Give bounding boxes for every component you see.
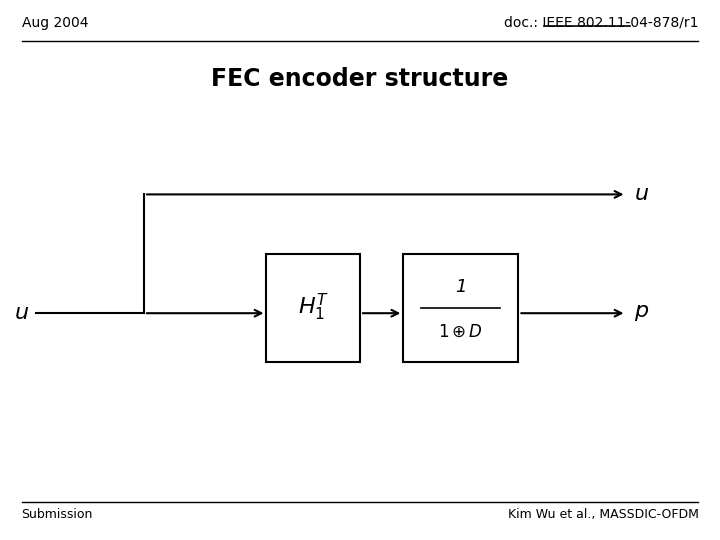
Text: $p$: $p$ <box>634 303 649 323</box>
Text: $H_1^T$: $H_1^T$ <box>298 292 328 323</box>
Text: $u$: $u$ <box>14 303 29 323</box>
Text: doc.: IEEE 802.11-04-878/r1: doc.: IEEE 802.11-04-878/r1 <box>504 16 698 30</box>
Bar <box>266 254 360 362</box>
Text: FEC encoder structure: FEC encoder structure <box>212 68 508 91</box>
Text: 1: 1 <box>455 278 467 296</box>
Text: Aug 2004: Aug 2004 <box>22 16 88 30</box>
Bar <box>403 254 518 362</box>
Text: Submission: Submission <box>22 508 93 521</box>
Text: $1 \oplus D$: $1 \oplus D$ <box>438 323 483 341</box>
Text: $u$: $u$ <box>634 184 649 205</box>
Text: Kim Wu et al., MASSDIC-OFDM: Kim Wu et al., MASSDIC-OFDM <box>508 508 698 521</box>
